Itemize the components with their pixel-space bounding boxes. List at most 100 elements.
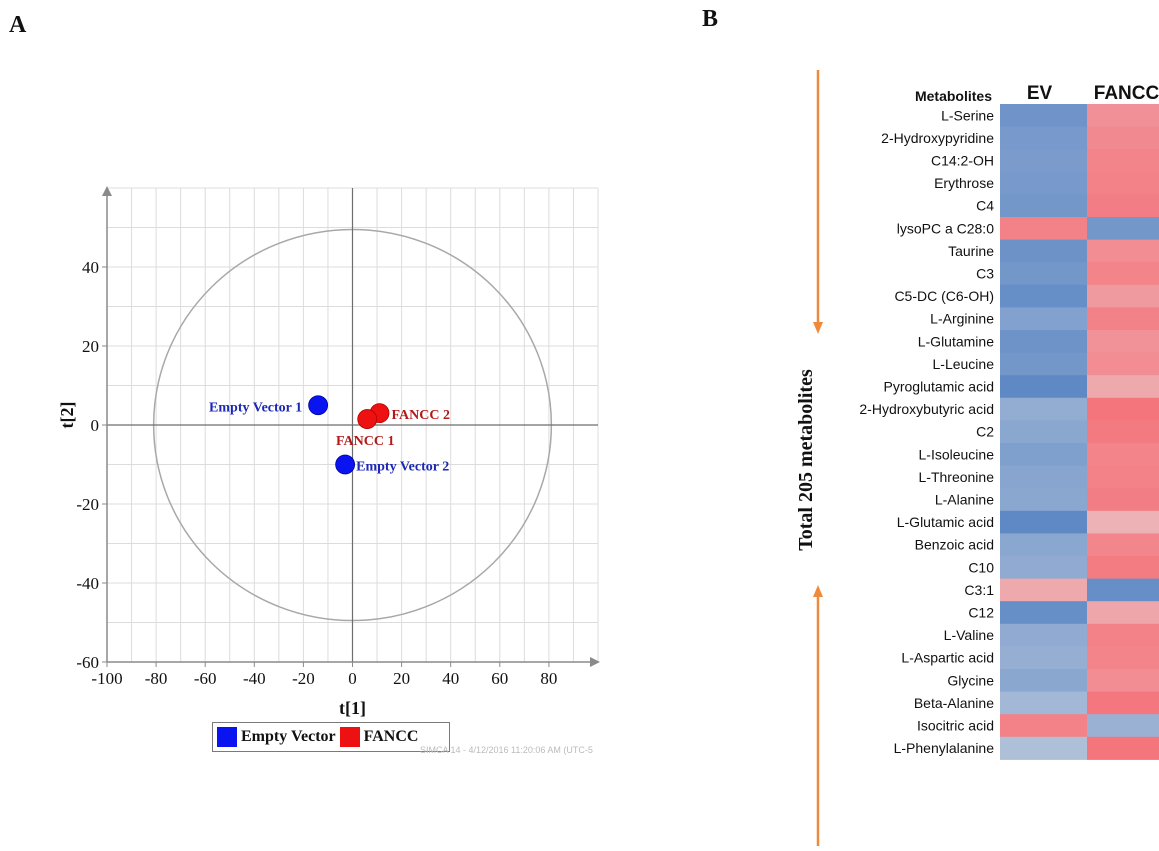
panel-label-a: A	[9, 12, 27, 38]
heatmap-cell	[1000, 194, 1087, 218]
heatmap-cell	[1087, 171, 1159, 195]
arrow-down-head	[813, 322, 823, 334]
heatmap-row-label: L-Isoleucine	[919, 446, 995, 462]
legend-swatch-fancc	[339, 727, 360, 747]
legend-item-empty-vector: Empty Vector	[213, 727, 336, 747]
heatmap-cell	[1000, 375, 1087, 399]
heatmap-cell	[1000, 239, 1087, 263]
heatmap-row-label: Pyroglutamic acid	[884, 379, 995, 395]
heatmap-cell	[1000, 623, 1087, 647]
heatmap-cell	[1000, 149, 1087, 173]
y-tick-label: -20	[76, 495, 99, 514]
heatmap-row-label: L-Arginine	[930, 311, 994, 327]
heatmap-row-label: Taurine	[948, 243, 994, 259]
heatmap-side-label: Total 205 metabolites	[795, 369, 817, 551]
heatmap-cell	[1087, 443, 1159, 467]
data-point-empty-vector-2	[335, 454, 356, 475]
y-tick-label: -60	[76, 653, 99, 672]
heatmap-cell	[1087, 262, 1159, 286]
heatmap-cell	[1087, 217, 1159, 241]
scatter-legend: Empty Vector FANCC	[212, 722, 450, 752]
heatmap-cell	[1087, 104, 1159, 128]
heatmap-cell	[1087, 397, 1159, 421]
data-point-fancc-1	[357, 409, 378, 429]
heatmap-cell	[1087, 420, 1159, 444]
x-axis-title: t[1]	[339, 698, 366, 718]
heatmap-row-label: C4	[976, 198, 994, 214]
heatmap-cell	[1087, 239, 1159, 263]
y-axis-title: t[2]	[57, 402, 77, 429]
heatmap-cell	[1000, 352, 1087, 376]
heatmap-row-label: C12	[968, 605, 994, 621]
heatmap-cell	[1087, 330, 1159, 354]
heatmap-cell	[1000, 171, 1087, 195]
heatmap-row-label: L-Phenylalanine	[894, 740, 995, 756]
heatmap-cell	[1087, 352, 1159, 376]
heatmap-cell	[1087, 307, 1159, 331]
heatmap-cell	[1000, 533, 1087, 557]
heatmap-cell	[1000, 465, 1087, 489]
legend-swatch-empty-vector	[217, 727, 237, 747]
legend-item-fancc: FANCC	[336, 727, 419, 747]
heatmap-cell	[1087, 149, 1159, 173]
arrow-up-head	[813, 585, 823, 597]
data-point-empty-vector-1	[308, 395, 329, 416]
x-tick-label: -40	[243, 669, 266, 688]
software-watermark: SIMCA 14 - 4/12/2016 11:20:06 AM (UTC-5	[420, 745, 593, 755]
heatmap-cell	[1000, 646, 1087, 670]
heatmap-cell	[1000, 556, 1087, 580]
heatmap-cell	[1087, 556, 1159, 580]
x-tick-label: 60	[491, 669, 508, 688]
heatmap-row-label: L-Leucine	[933, 356, 995, 372]
heatmap-cell	[1000, 714, 1087, 738]
heatmap-cell	[1087, 623, 1159, 647]
x-tick-label: -60	[194, 669, 217, 688]
heatmap-row-label: lysoPC a C28:0	[897, 220, 994, 236]
y-tick-label: 40	[82, 258, 99, 277]
heatmap-row-header: Metabolites	[915, 88, 992, 104]
heatmap-cell	[1087, 669, 1159, 693]
heatmap-cell	[1087, 375, 1159, 399]
heatmap-row-label: L-Threonine	[919, 469, 995, 485]
heatmap-row-label: Isocitric acid	[917, 718, 994, 734]
legend-label-fancc: FANCC	[363, 728, 419, 745]
point-label-fancc-2: FANCC 2	[392, 408, 450, 423]
heatmap-cell	[1000, 104, 1087, 128]
heatmap-cell	[1000, 488, 1087, 512]
heatmap-row-label: C2	[976, 424, 994, 440]
y-tick-label: -40	[76, 574, 99, 593]
heatmap-row-label: L-Glutamic acid	[897, 514, 994, 530]
x-tick-label: -100	[91, 669, 122, 688]
x-tick-label: 0	[348, 669, 357, 688]
heatmap-row-label: Erythrose	[934, 175, 994, 191]
heatmap-cell	[1087, 736, 1159, 760]
point-label-fancc-1: FANCC 1	[336, 434, 394, 449]
heatmap-cell	[1000, 691, 1087, 715]
heatmap-cell	[1087, 533, 1159, 557]
y-tick-label: 20	[82, 337, 99, 356]
x-axis-arrow	[590, 657, 600, 667]
heatmap-row-label: L-Valine	[944, 627, 995, 643]
point-label-empty-vector-1: Empty Vector 1	[209, 400, 302, 415]
heatmap-cell	[1087, 284, 1159, 308]
heatmap-row-label: L-Glutamine	[918, 333, 994, 349]
heatmap-cell	[1000, 443, 1087, 467]
heatmap-cell	[1087, 691, 1159, 715]
legend-label-empty-vector: Empty Vector	[241, 728, 336, 745]
heatmap-row-label: C3	[976, 266, 994, 282]
heatmap-row-label: C3:1	[964, 582, 994, 598]
heatmap-cell	[1000, 510, 1087, 534]
heatmap-row-label: Glycine	[947, 672, 994, 688]
y-tick-label: 0	[91, 416, 100, 435]
heatmap-cell	[1087, 646, 1159, 670]
heatmap-row-label: C10	[968, 559, 994, 575]
panel-label-b: B	[702, 6, 719, 32]
heatmap-cell	[1087, 465, 1159, 489]
heatmap-row-label: C5-DC (C6-OH)	[894, 288, 994, 304]
heatmap-row-label: C14:2-OH	[931, 153, 994, 169]
heatmap-column-header-ev: EV	[1027, 83, 1053, 104]
heatmap-cell	[1087, 488, 1159, 512]
heatmap-cell	[1000, 307, 1087, 331]
heatmap-cell	[1087, 194, 1159, 218]
